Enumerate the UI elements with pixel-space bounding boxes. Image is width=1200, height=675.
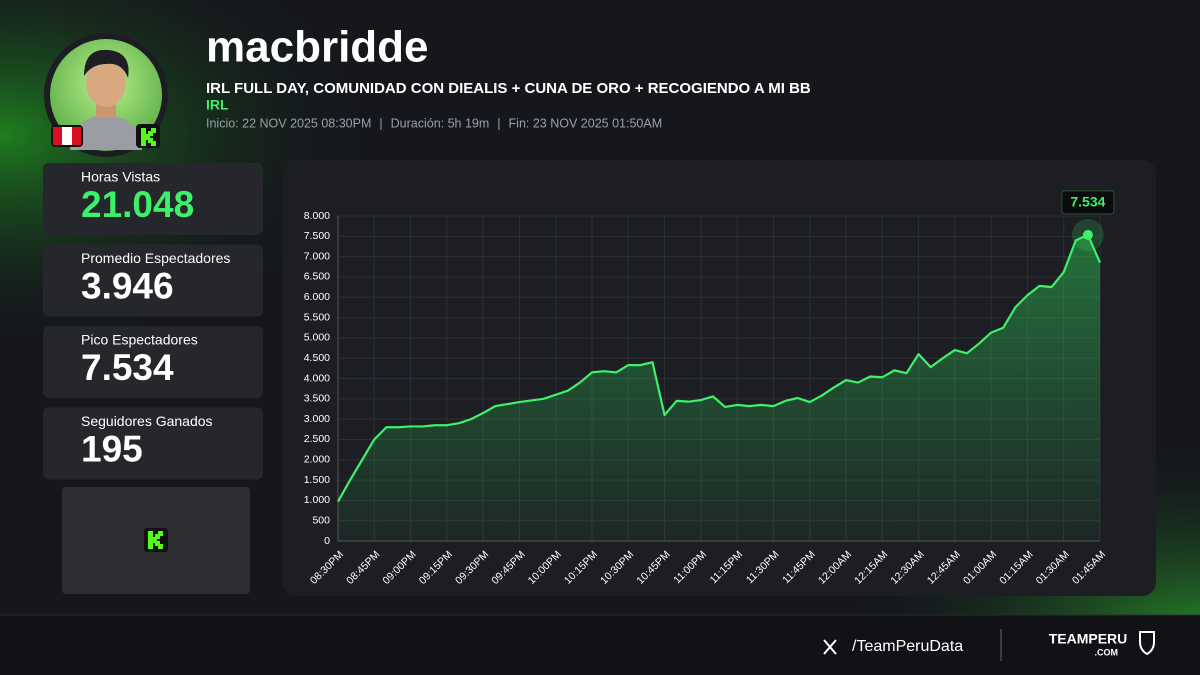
y-tick-label: 3.500 [304, 393, 330, 405]
brand-suffix: .COM [1095, 647, 1119, 657]
stat-value: 21.048 [81, 184, 194, 225]
stat-label: Pico Espectadores [81, 332, 198, 348]
stat-label: Seguidores Ganados [81, 413, 213, 429]
stream-category: IRL [206, 97, 229, 113]
y-tick-label: 6.500 [304, 271, 330, 283]
y-tick-label: 5.000 [304, 332, 330, 344]
stat-card [43, 244, 263, 317]
line [337, 233, 1102, 503]
kick-logo [144, 528, 168, 552]
y-tick-label: 3.000 [304, 413, 330, 425]
peak-label: 7.534 [1070, 194, 1105, 210]
y-tick-label: 7.000 [304, 250, 330, 262]
stream-title: IRL FULL DAY, COMUNIDAD CON DIEALIS + CU… [206, 80, 811, 97]
stat-value: 3.946 [81, 265, 174, 306]
peak-label-box [1061, 190, 1115, 215]
stat-label: Promedio Espectadores [81, 250, 230, 266]
brand: TEAMPERU [1049, 631, 1128, 647]
area-fill [338, 234, 1100, 541]
y-tick-label: 1.000 [304, 494, 330, 506]
y-tick-label: 2.500 [304, 433, 330, 445]
separator: | [379, 116, 382, 130]
y-tick-label: 8.000 [304, 210, 330, 222]
footer [0, 615, 1200, 675]
stat-card [43, 163, 263, 235]
kick-badge [136, 124, 160, 148]
y-tick-label: 500 [312, 514, 330, 526]
y-tick-label: 4.500 [304, 352, 330, 364]
stat-card [43, 407, 263, 480]
duration: Duración: 5h 19m [391, 116, 490, 130]
y-tick-label: 0 [324, 535, 330, 547]
y-tick-label: 7.500 [304, 230, 330, 242]
y-tick-label: 4.000 [304, 372, 330, 384]
peak-point [1082, 229, 1093, 240]
y-tick-label: 2.000 [304, 454, 330, 466]
stat-card [43, 326, 263, 398]
flag-peru [51, 125, 83, 147]
social-handle: /TeamPeruData [852, 638, 963, 655]
start-time: Inicio: 22 NOV 2025 08:30PM [206, 116, 371, 130]
brand-shield [1139, 631, 1155, 656]
y-tick-label: 5.500 [304, 311, 330, 323]
y-tick-label: 6.000 [304, 291, 330, 303]
stat-label: Horas Vistas [81, 169, 160, 185]
end-time: Fin: 23 NOV 2025 01:50AM [509, 116, 663, 130]
x-logo [823, 639, 837, 655]
stat-value: 7.534 [81, 347, 174, 388]
y-tick-label: 1.500 [304, 474, 330, 486]
stat-value: 195 [81, 428, 143, 469]
separator: | [497, 116, 500, 130]
streamer-name: macbridde [206, 23, 429, 72]
